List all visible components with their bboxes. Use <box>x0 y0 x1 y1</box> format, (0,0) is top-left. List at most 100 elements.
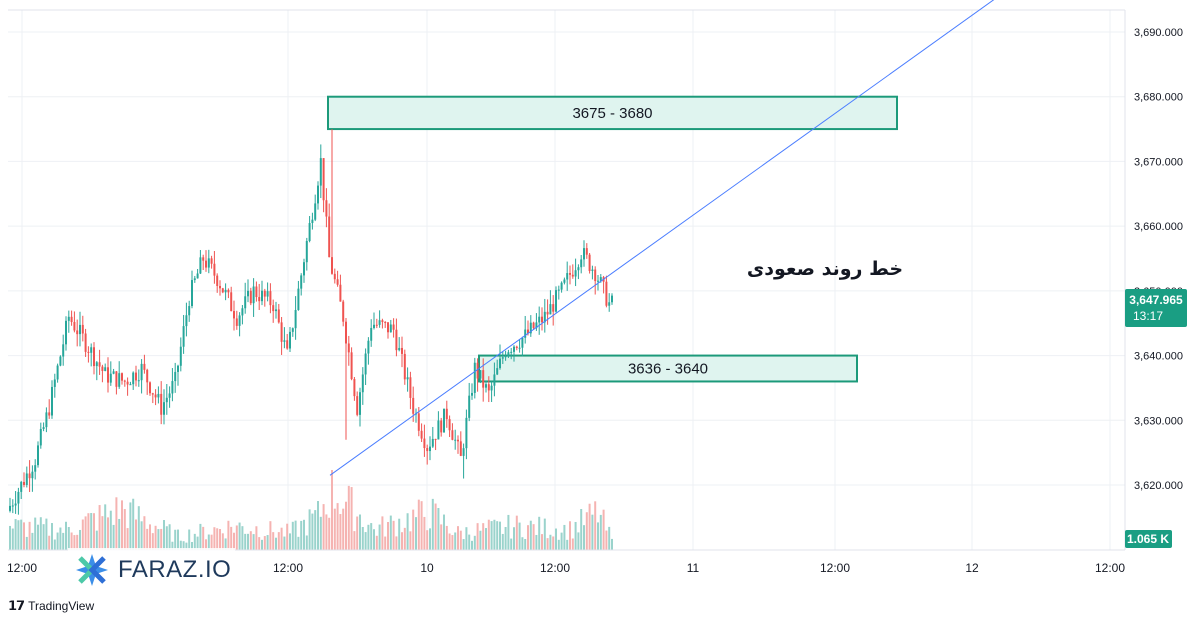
volume-bar <box>115 497 118 550</box>
volume-bar <box>333 508 336 550</box>
volume-bar <box>314 510 317 550</box>
candle-body <box>280 322 283 342</box>
volume-bar <box>160 528 163 550</box>
volume-bar <box>538 516 541 550</box>
volume-bar <box>409 531 412 550</box>
volume-bar <box>367 524 370 550</box>
candle-body <box>140 363 143 381</box>
volume-bar <box>9 525 11 550</box>
volume-bar <box>56 532 59 550</box>
candle-body <box>364 353 367 375</box>
candle-body <box>160 393 163 415</box>
candle-body <box>221 288 224 293</box>
volume-bar <box>423 516 426 550</box>
volume-bar <box>381 516 384 550</box>
volume-bar <box>261 539 263 550</box>
candle-body <box>457 439 459 442</box>
volume-bar <box>501 533 504 550</box>
x-tick-label: 12 <box>965 561 979 575</box>
volume-bar <box>20 519 23 550</box>
volume-bar <box>235 525 238 550</box>
volume-bar <box>252 534 255 550</box>
volume-bar <box>23 522 25 550</box>
candle-body <box>263 290 266 297</box>
candle-body <box>165 397 168 403</box>
volume-bar <box>174 529 177 550</box>
candle-body <box>521 337 524 348</box>
volume-bar <box>401 532 403 550</box>
trendline-layer[interactable] <box>329 0 1117 476</box>
volume-bar <box>549 534 552 550</box>
candle-body <box>62 344 65 357</box>
candle-body <box>196 273 199 279</box>
volume-bar <box>154 525 157 550</box>
volume-bar <box>583 525 585 550</box>
candle-body <box>585 248 588 255</box>
candle-body <box>356 396 359 415</box>
volume-bar <box>51 523 53 550</box>
candle-body <box>468 395 471 418</box>
volume-bar <box>420 501 423 550</box>
volume-bar <box>473 535 476 550</box>
volume-bar <box>364 532 367 550</box>
candle-body <box>28 473 31 479</box>
y-tick-label: 3,630.000 <box>1134 415 1183 427</box>
tradingview-brand[interactable]: 𝟭𝟳 TradingView <box>8 598 94 614</box>
candle-body <box>507 352 510 356</box>
volume-bar <box>496 521 499 550</box>
volume-bar <box>342 508 345 550</box>
candle-body <box>11 505 14 507</box>
x-tick-label: 12:00 <box>820 561 850 575</box>
volume-bar <box>247 533 249 550</box>
volume-bar <box>373 529 375 550</box>
candle-body <box>353 379 356 397</box>
candle-body <box>370 327 373 341</box>
candle-body <box>20 481 23 492</box>
candle-body <box>471 392 473 396</box>
volume-bar <box>429 528 431 550</box>
trendline[interactable] <box>329 0 1117 476</box>
volume-bar <box>398 518 401 550</box>
volume-bar <box>608 526 611 550</box>
candle-body <box>580 259 583 268</box>
candle-body <box>322 158 325 201</box>
candle-body <box>213 263 216 276</box>
candle-body <box>543 311 546 323</box>
candle-body <box>258 297 261 302</box>
candle-body <box>241 308 244 316</box>
volume-bar <box>286 523 289 550</box>
zones-layer: 3675 - 3680 3636 - 3640 <box>327 95 898 383</box>
volume-bar <box>118 518 121 550</box>
volume-bar <box>406 513 409 550</box>
volume-bar <box>353 531 356 550</box>
volume-bar <box>39 517 42 550</box>
volume-bar <box>129 502 132 550</box>
volume-bar <box>45 518 48 550</box>
candle-body <box>563 279 566 283</box>
candle-body <box>588 254 591 271</box>
volume-bar <box>412 509 415 550</box>
candle-body <box>406 377 409 380</box>
volume-bar <box>188 529 191 550</box>
volume-bar <box>95 530 98 550</box>
candle-body <box>448 419 451 431</box>
candle-body <box>93 347 95 367</box>
volume-bar <box>308 509 311 550</box>
candle-body <box>121 373 123 381</box>
y-tick-label: 3,620.000 <box>1134 480 1183 492</box>
volume-bar <box>177 529 179 550</box>
candle-body <box>101 366 104 371</box>
volume-bar <box>221 533 224 550</box>
candle-body <box>34 465 37 472</box>
volume-bar <box>255 526 258 550</box>
volume-bar <box>280 527 283 550</box>
volume-bar <box>303 519 305 550</box>
volume-bar <box>560 532 563 550</box>
axes-layer: 3,690.0003,680.0003,670.0003,660.0003,65… <box>7 10 1187 575</box>
y-tick-label: 3,690.000 <box>1134 27 1183 39</box>
volume-bar <box>207 534 210 550</box>
candle-body <box>476 362 479 379</box>
volume-bar <box>532 524 535 550</box>
candle-body <box>135 372 137 381</box>
